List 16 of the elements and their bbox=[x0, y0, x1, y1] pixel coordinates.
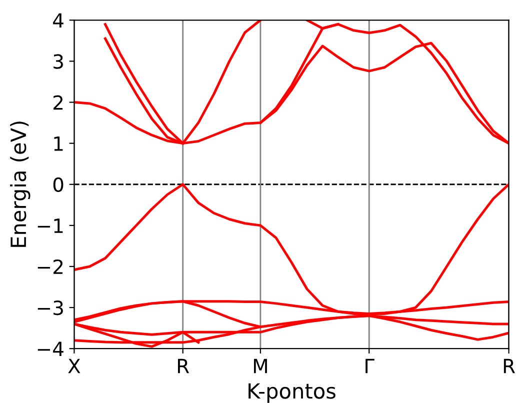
y-tick-label: −1 bbox=[38, 218, 63, 233]
x-tick-label: R bbox=[178, 358, 190, 374]
y-tick-label: −4 bbox=[38, 342, 64, 356]
x-tick-label: R bbox=[504, 358, 515, 374]
x-tick-label: X bbox=[68, 358, 80, 374]
x-axis-title: K-pontos bbox=[248, 383, 336, 403]
y-tick-label: 3 bbox=[54, 54, 63, 69]
y-tick-label: 2 bbox=[54, 95, 63, 110]
y-tick-label: 4 bbox=[53, 13, 64, 28]
y-axis-title: Energia (eV) bbox=[10, 122, 30, 247]
x-tick-label: M bbox=[254, 358, 267, 374]
y-tick-label: −2 bbox=[38, 259, 63, 274]
y-tick-label: 0 bbox=[53, 177, 64, 192]
y-tick-label: −3 bbox=[38, 300, 63, 316]
x-tick-label: Γ bbox=[366, 358, 374, 374]
y-tick-label: 1 bbox=[54, 136, 63, 151]
